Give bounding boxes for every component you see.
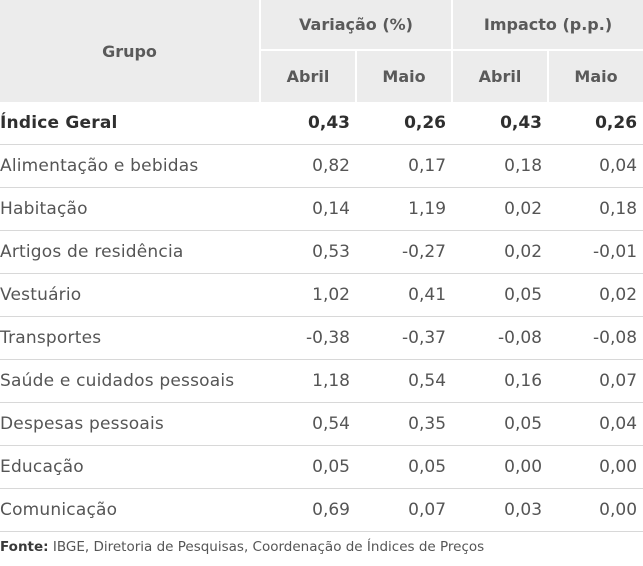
cell-impacto-abril: 0,05 <box>452 402 549 446</box>
cell-variacao-maio: -0,37 <box>356 316 453 360</box>
cell-impacto-abril: 0,05 <box>452 273 549 317</box>
cell-impacto-maio: 0,07 <box>548 359 643 403</box>
table-row: Artigos de residência 0,53 -0,27 0,02 -0… <box>0 230 643 274</box>
cell-variacao-abril: 0,82 <box>260 144 356 188</box>
header-variacao: Variação (%) <box>258 0 453 50</box>
cell-variacao-abril: 0,69 <box>260 488 356 532</box>
header-impacto-maio: Maio <box>547 49 643 102</box>
table-body: Índice Geral 0,43 0,26 0,43 0,26 Aliment… <box>0 102 643 532</box>
cell-impacto-abril: 0,18 <box>452 144 549 188</box>
cell-impacto-abril: 0,43 <box>452 102 549 145</box>
cell-impacto-maio: 0,04 <box>548 402 643 446</box>
cell-variacao-abril: -0,38 <box>260 316 356 360</box>
table-row: Saúde e cuidados pessoais 1,18 0,54 0,16… <box>0 359 643 403</box>
table-row: Comunicação 0,69 0,07 0,03 0,00 <box>0 488 643 532</box>
cell-variacao-maio: 0,05 <box>356 445 453 489</box>
row-label: Educação <box>0 445 260 489</box>
table-row: Habitação 0,14 1,19 0,02 0,18 <box>0 187 643 231</box>
cell-impacto-maio: 0,02 <box>548 273 643 317</box>
header-impacto: Impacto (p.p.) <box>451 0 643 50</box>
header-grupo: Grupo <box>0 0 260 102</box>
cell-impacto-abril: 0,16 <box>452 359 549 403</box>
row-label: Índice Geral <box>0 102 260 145</box>
row-label: Transportes <box>0 316 260 360</box>
table-row: Alimentação e bebidas 0,82 0,17 0,18 0,0… <box>0 144 643 188</box>
ipca-table: Grupo Variação (%) Impacto (p.p.) Abril … <box>0 0 643 532</box>
cell-variacao-abril: 0,14 <box>260 187 356 231</box>
cell-impacto-maio: 0,00 <box>548 445 643 489</box>
cell-variacao-maio: -0,27 <box>356 230 453 274</box>
row-label: Artigos de residência <box>0 230 260 274</box>
source-note: Fonte: IBGE, Diretoria de Pesquisas, Coo… <box>0 539 643 555</box>
table-row: Índice Geral 0,43 0,26 0,43 0,26 <box>0 102 643 145</box>
table-header: Grupo Variação (%) Impacto (p.p.) Abril … <box>0 0 643 102</box>
row-label: Alimentação e bebidas <box>0 144 260 188</box>
cell-variacao-abril: 0,05 <box>260 445 356 489</box>
cell-variacao-maio: 0,17 <box>356 144 453 188</box>
header-impacto-abril: Abril <box>451 49 549 102</box>
cell-impacto-maio: 0,04 <box>548 144 643 188</box>
cell-impacto-maio: 0,18 <box>548 187 643 231</box>
source-label: Fonte: <box>0 539 49 555</box>
cell-impacto-maio: 0,26 <box>548 102 643 145</box>
cell-variacao-abril: 0,53 <box>260 230 356 274</box>
cell-impacto-abril: 0,02 <box>452 230 549 274</box>
cell-variacao-maio: 0,54 <box>356 359 453 403</box>
header-variacao-abril: Abril <box>259 49 356 102</box>
table-row: Transportes -0,38 -0,37 -0,08 -0,08 <box>0 316 643 360</box>
cell-variacao-abril: 0,43 <box>260 102 356 145</box>
cell-impacto-maio: -0,01 <box>548 230 643 274</box>
table-row: Vestuário 1,02 0,41 0,05 0,02 <box>0 273 643 317</box>
cell-impacto-abril: 0,02 <box>452 187 549 231</box>
table-row: Educação 0,05 0,05 0,00 0,00 <box>0 445 643 489</box>
cell-variacao-maio: 0,41 <box>356 273 453 317</box>
cell-impacto-abril: -0,08 <box>452 316 549 360</box>
cell-impacto-abril: 0,00 <box>452 445 549 489</box>
cell-variacao-abril: 1,18 <box>260 359 356 403</box>
source-text: IBGE, Diretoria de Pesquisas, Coordenaçã… <box>48 539 485 555</box>
cell-variacao-abril: 1,02 <box>260 273 356 317</box>
cell-variacao-maio: 0,35 <box>356 402 453 446</box>
cell-impacto-abril: 0,03 <box>452 488 549 532</box>
cell-variacao-abril: 0,54 <box>260 402 356 446</box>
row-label: Despesas pessoais <box>0 402 260 446</box>
row-label: Vestuário <box>0 273 260 317</box>
row-label: Comunicação <box>0 488 260 532</box>
cell-impacto-maio: -0,08 <box>548 316 643 360</box>
table-row: Despesas pessoais 0,54 0,35 0,05 0,04 <box>0 402 643 446</box>
header-variacao-maio: Maio <box>354 49 453 102</box>
row-label: Saúde e cuidados pessoais <box>0 359 260 403</box>
cell-variacao-maio: 0,07 <box>356 488 453 532</box>
row-label: Habitação <box>0 187 260 231</box>
cell-variacao-maio: 0,26 <box>356 102 453 145</box>
cell-variacao-maio: 1,19 <box>356 187 453 231</box>
cell-impacto-maio: 0,00 <box>548 488 643 532</box>
